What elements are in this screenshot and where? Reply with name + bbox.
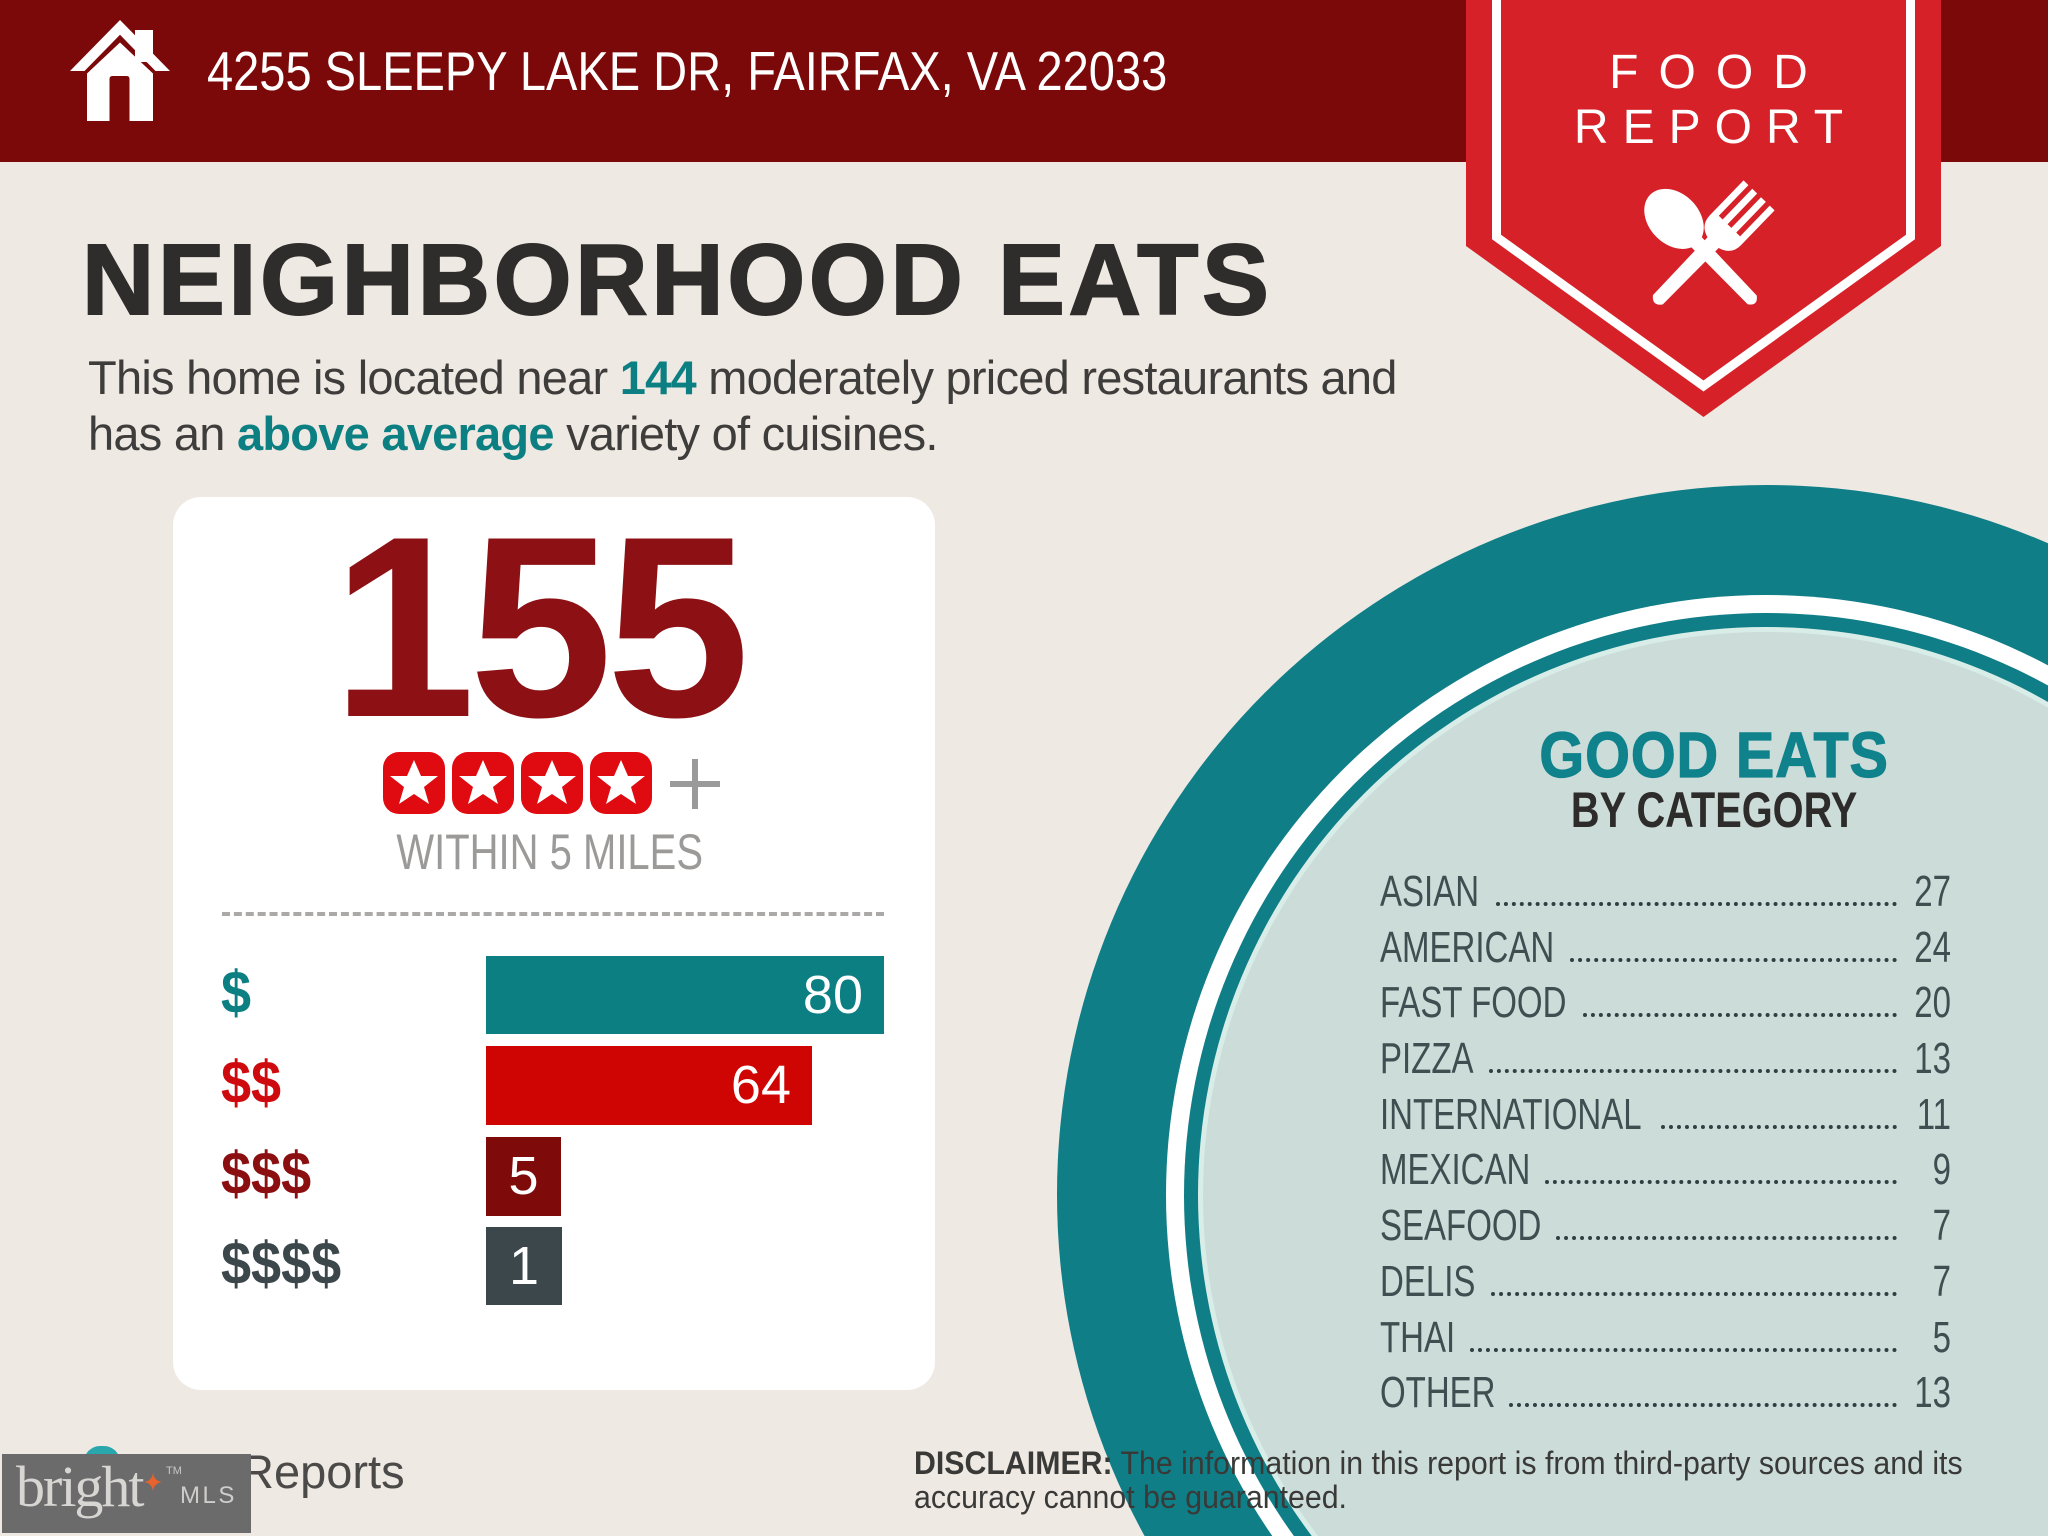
- svg-text:FOOD: FOOD: [1609, 46, 1828, 99]
- svg-text:REPORT: REPORT: [1574, 101, 1857, 154]
